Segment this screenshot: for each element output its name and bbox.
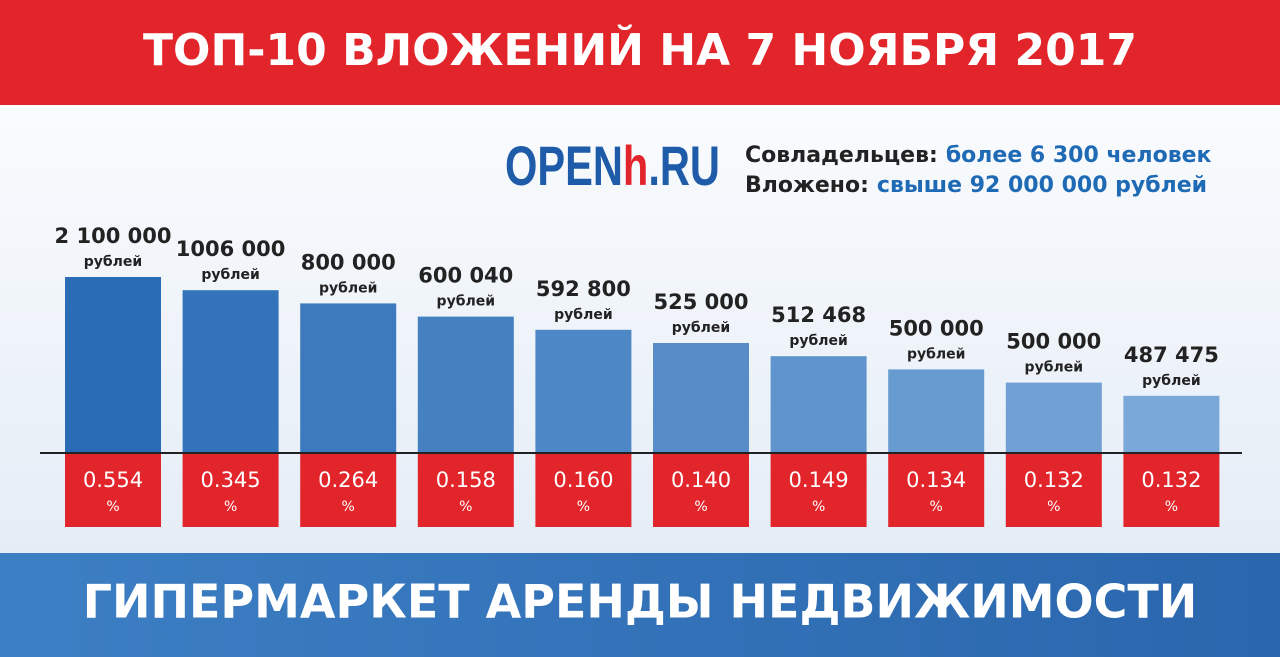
bar — [1123, 395, 1220, 453]
amount-unit: рублей — [554, 307, 612, 323]
share-box — [770, 454, 867, 527]
amount-unit: рублей — [907, 346, 965, 362]
stat-line: Совладельцев: более 6 300 человек — [745, 143, 1212, 168]
share-unit: % — [812, 499, 825, 515]
footer-band — [0, 553, 1280, 657]
logo-main: OPEN — [505, 134, 623, 197]
share-box — [535, 454, 632, 527]
share-unit: % — [342, 499, 355, 515]
amount: 600 040 — [418, 264, 513, 288]
share-box — [653, 454, 749, 527]
logo: OPENh.RU — [505, 134, 720, 197]
share-unit: % — [930, 499, 943, 515]
share-unit: % — [106, 499, 119, 515]
share-box — [1123, 454, 1220, 527]
amount: 487 475 — [1124, 343, 1219, 367]
share-box — [300, 454, 397, 527]
bar — [182, 290, 279, 453]
share-unit: % — [224, 499, 237, 515]
share: 0.149 — [789, 468, 849, 492]
amount: 2 100 000 — [55, 224, 172, 248]
share-box — [182, 454, 279, 527]
share-box — [417, 454, 514, 527]
share-unit: % — [1165, 499, 1178, 515]
share-box — [888, 454, 985, 527]
bar — [417, 316, 514, 453]
bar — [300, 303, 397, 453]
logo-suffix: .RU — [648, 134, 720, 197]
share: 0.264 — [318, 468, 378, 492]
amount: 500 000 — [1006, 330, 1101, 354]
share-unit: % — [1047, 499, 1060, 515]
share-unit: % — [694, 499, 707, 515]
share: 0.134 — [906, 468, 966, 492]
logo-accent: h — [623, 134, 648, 197]
amount: 592 800 — [536, 277, 631, 301]
share-unit: % — [459, 499, 472, 515]
bar — [770, 356, 867, 453]
share: 0.132 — [1141, 468, 1201, 492]
bar — [888, 369, 985, 453]
bar — [1005, 382, 1102, 453]
bars: 2 100 000 рублей 0.554% 1006 000 рублей 0.345… — [55, 224, 1220, 527]
amount: 800 000 — [301, 250, 396, 274]
header-title: ТОП-10 ВЛОЖЕНИЙ НА 7 НОЯБРЯ 2017 — [143, 23, 1137, 76]
share: 0.345 — [201, 468, 261, 492]
stat-label: Вложено: — [745, 173, 869, 198]
amount-unit: рублей — [201, 267, 259, 283]
stat-line: Вложено: свыше 92 000 000 рублей — [745, 173, 1207, 198]
stat-value: более 6 300 человек — [946, 143, 1212, 168]
bar — [535, 329, 632, 453]
amount-unit: рублей — [319, 280, 377, 296]
bar — [65, 277, 161, 453]
header-band — [0, 0, 1280, 105]
share-unit: % — [577, 499, 590, 515]
bar — [653, 343, 749, 453]
stat-value: свыше 92 000 000 рублей — [877, 173, 1207, 198]
amount-unit: рублей — [1142, 373, 1200, 389]
share: 0.158 — [436, 468, 496, 492]
share: 0.554 — [83, 468, 143, 492]
share: 0.160 — [553, 468, 613, 492]
amount-unit: рублей — [1025, 360, 1083, 376]
stats: Совладельцев: более 6 300 человек Вложено:… — [745, 143, 1212, 198]
amount: 525 000 — [654, 290, 749, 314]
amount-unit: рублей — [437, 294, 495, 310]
footer-title: ГИПЕРМАРКЕТ АРЕНДЫ НЕДВИЖИМОСТИ — [83, 575, 1198, 629]
amount-unit: рублей — [84, 254, 142, 270]
stat-label: Совладельцев: — [745, 143, 938, 168]
share-box — [1005, 454, 1102, 527]
share: 0.132 — [1024, 468, 1084, 492]
amount-unit: рублей — [672, 320, 730, 336]
share-box — [65, 454, 161, 527]
share: 0.140 — [671, 468, 731, 492]
amount-unit: рублей — [789, 333, 847, 349]
amount: 500 000 — [889, 316, 984, 340]
amount: 1006 000 — [176, 237, 286, 261]
amount: 512 468 — [771, 303, 866, 327]
